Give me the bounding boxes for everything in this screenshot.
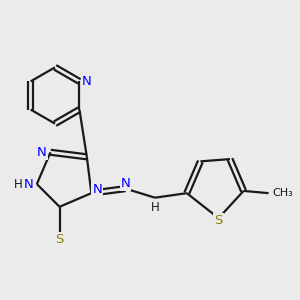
Text: N: N bbox=[23, 178, 33, 190]
Text: N: N bbox=[92, 183, 102, 196]
Text: S: S bbox=[56, 233, 64, 247]
Text: N: N bbox=[82, 75, 92, 88]
Text: S: S bbox=[214, 214, 223, 227]
Text: CH₃: CH₃ bbox=[272, 188, 293, 198]
Text: H: H bbox=[14, 178, 22, 190]
Text: N: N bbox=[121, 177, 130, 190]
Text: N: N bbox=[37, 146, 47, 159]
Text: H: H bbox=[151, 201, 159, 214]
